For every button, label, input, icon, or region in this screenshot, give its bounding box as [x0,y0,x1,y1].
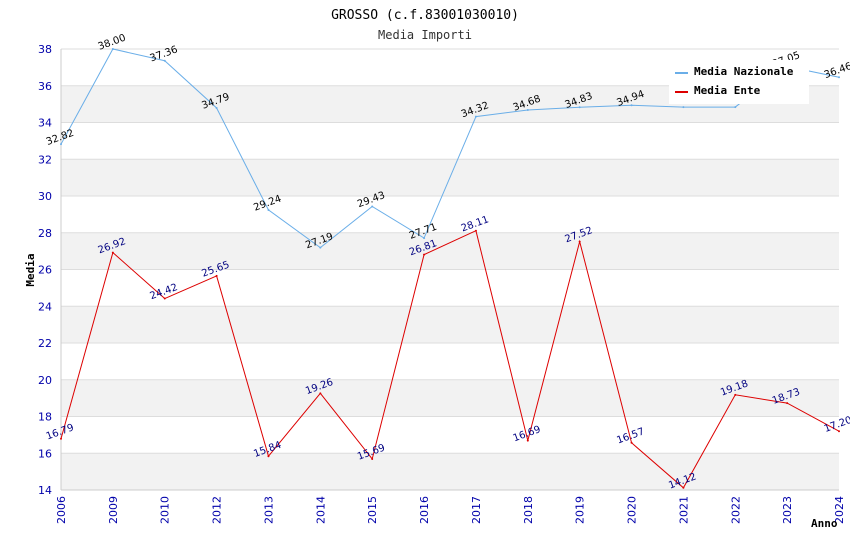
chart-subtitle: Media Importi [378,28,472,42]
data-point [838,430,840,433]
data-point [734,393,737,396]
plot-band [61,269,839,307]
x-tick-label: 2014 [314,496,327,524]
y-tick-label: 36 [38,80,52,93]
plot-band [61,416,839,454]
data-point [474,115,477,118]
y-axis-ticks: 14 16 18 20 22 24 26 28 30 32 34 36 38 [38,43,52,497]
plot-band [61,343,839,380]
y-tick-label: 16 [38,447,52,460]
x-tick-label: 2012 [211,496,224,524]
data-point [578,240,581,243]
plot-band [61,122,839,160]
plot-band [61,453,839,490]
y-tick-label: 18 [38,411,52,424]
y-tick-label: 22 [38,337,52,350]
y-tick-label: 30 [38,190,52,203]
data-point [163,297,166,300]
data-point [371,457,374,460]
x-tick-label: 2009 [107,496,120,524]
legend: Media Nazionale Media Ente [669,60,809,104]
plot-band [61,379,839,417]
x-tick-label: 2006 [55,496,68,524]
plot-background [61,49,839,490]
x-tick-label: 2016 [418,496,431,524]
series-line-media-nazionale [60,48,840,249]
data-point [319,392,322,395]
y-axis-label: Media [24,253,37,286]
legend-background [669,60,809,104]
data-point [682,106,685,109]
x-axis-ticks: 2006 2009 2010 2012 2013 2014 2015 2016 2017 2018… [55,496,846,524]
data-point [111,48,114,50]
y-tick-label: 24 [38,300,52,313]
legend-label-media-nazionale: Media Nazionale [694,65,794,78]
y-tick-label: 38 [38,43,52,56]
data-point [734,106,737,109]
x-tick-label: 2023 [781,496,794,524]
data-point [786,402,789,405]
x-tick-label: 2018 [522,496,535,524]
x-tick-label: 2020 [626,496,639,524]
data-point [111,251,114,254]
plot-band [61,196,839,233]
data-point [371,205,374,208]
data-point [526,109,529,112]
y-tick-label: 26 [38,264,52,277]
data-point [60,143,62,146]
x-tick-label: 2010 [159,496,172,524]
axes [60,49,839,491]
x-tick-label: 2015 [366,496,379,524]
plot-band [61,306,839,343]
chart-title: GROSSO (c.f.83001030010) [331,8,519,23]
x-tick-label: 2013 [262,496,275,524]
x-tick-label: 2022 [729,496,742,524]
plot-band [61,232,839,270]
data-point [267,455,270,458]
series-line-media-ente [60,230,840,489]
y-tick-label: 20 [38,374,52,387]
data-point [630,104,633,107]
x-tick-label: 2019 [574,496,587,524]
data-point [423,253,426,256]
data-point [215,274,218,277]
x-tick-label: 2017 [470,496,483,524]
y-tick-label: 28 [38,227,52,240]
x-axis-label: Anno [811,517,838,530]
data-point [630,441,633,444]
x-tick-label: 2024 [833,496,846,524]
series-layer [60,48,840,489]
data-point [423,237,426,240]
legend-label-media-ente: Media Ente [694,84,761,97]
data-point [682,486,685,489]
x-tick-label: 2021 [677,496,690,524]
y-tick-label: 32 [38,153,52,166]
data-point [526,439,529,442]
data-point [319,246,322,249]
data-point [60,437,62,440]
data-point [474,229,477,232]
data-point [578,106,581,109]
y-tick-label: 14 [38,484,52,497]
y-tick-label: 34 [38,117,52,130]
data-point [215,106,218,109]
data-point [163,59,166,62]
data-point [267,208,270,211]
data-point [838,76,840,79]
